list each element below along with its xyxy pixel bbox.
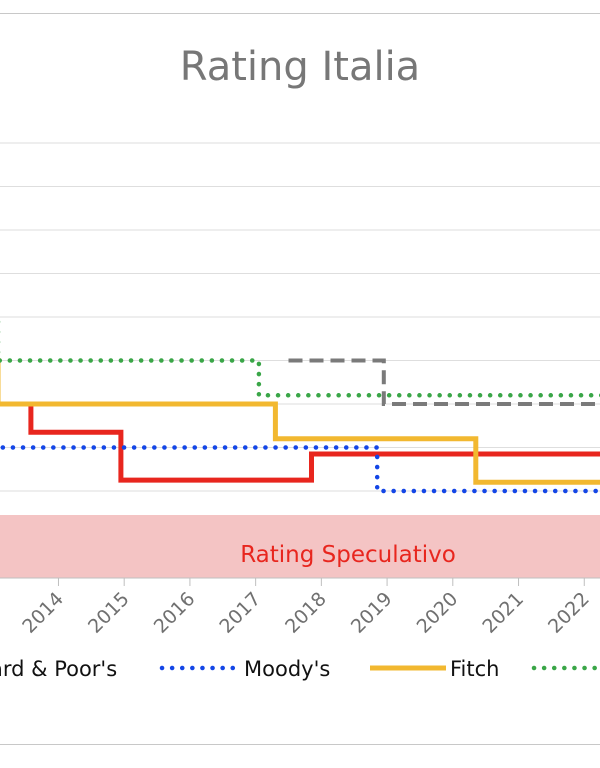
x-tick-label: 2020	[413, 588, 463, 638]
speculative-band-label: Rating Speculativo	[240, 542, 456, 568]
x-tick-label: 2016	[150, 588, 200, 638]
series-line-4	[0, 314, 600, 398]
series-line-2	[0, 445, 600, 494]
series-line-3	[0, 358, 600, 485]
series-lines	[0, 314, 600, 494]
x-tick-label: 2022	[544, 588, 594, 638]
gridlines	[0, 142, 600, 535]
legend: ard & Poor's Moody's Fitch	[0, 657, 600, 681]
chart-frame	[0, 13, 600, 745]
x-tick-label: 2017	[215, 588, 265, 638]
legend-label-2: Moody's	[244, 657, 330, 681]
x-tick-label: 2018	[281, 588, 331, 638]
legend-label-1: ard & Poor's	[0, 657, 117, 681]
series-line-5	[288, 358, 600, 406]
x-tick-label: 2019	[347, 588, 397, 638]
x-tick-label: 2015	[84, 588, 134, 638]
series-line-1	[0, 401, 600, 483]
speculative-band: Rating Speculativo	[0, 515, 600, 578]
legend-label-3: Fitch	[450, 657, 499, 681]
x-tick-label: 2021	[478, 588, 528, 638]
x-axis-ticks: 2014 2015 2016 2017 2018 2019 2020 2021 2022	[18, 578, 594, 638]
chart-title: Rating Italia	[179, 44, 421, 90]
speculative-band-rect	[0, 515, 600, 578]
x-tick-label: 2014	[18, 588, 68, 638]
